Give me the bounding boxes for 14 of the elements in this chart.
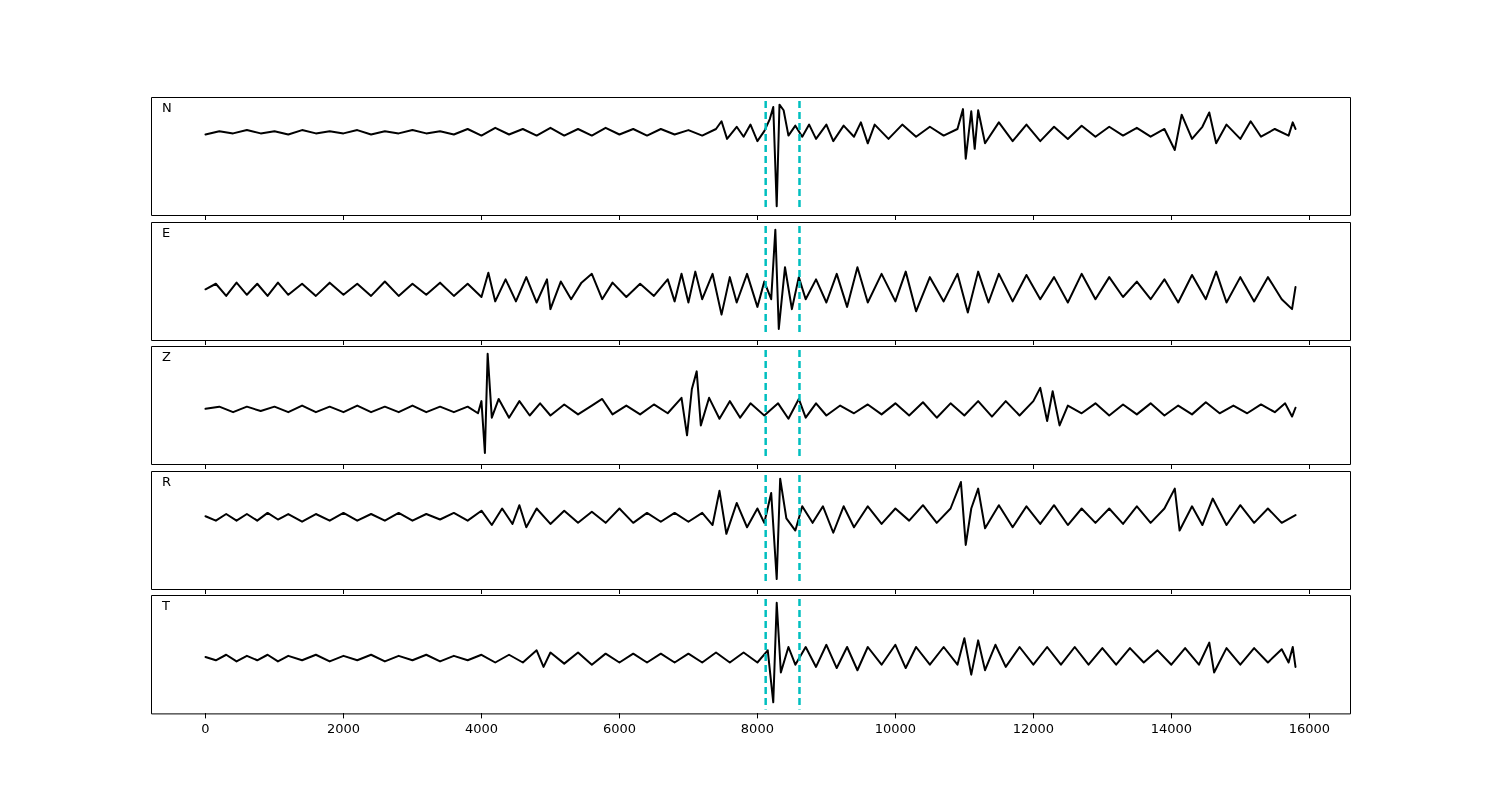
x-tick-label: 16000 <box>1288 720 1330 736</box>
x-tick-label: 8000 <box>740 720 774 736</box>
x-tick-label: 12000 <box>1012 720 1055 736</box>
annotation: R <box>162 473 172 489</box>
x-tick-label: 0 <box>201 720 210 736</box>
x-tick-label: 6000 <box>602 720 636 736</box>
annotation: Z <box>162 348 171 364</box>
x-tick-label: 10000 <box>874 720 917 736</box>
x-tick-label: 14000 <box>1150 720 1192 736</box>
annotation: E <box>162 224 171 240</box>
annotation: N <box>162 99 172 115</box>
x-tick-label: 4000 <box>464 720 498 736</box>
x-tick-label: 2000 <box>326 720 361 736</box>
annotation: T <box>161 597 170 613</box>
